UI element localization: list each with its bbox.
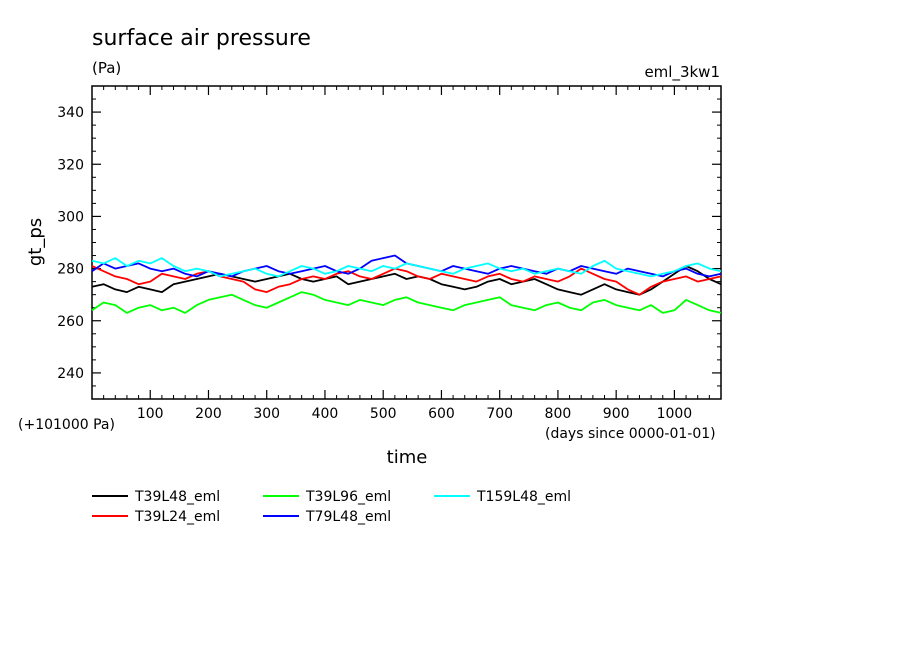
- y-tick-label: 240: [57, 366, 84, 382]
- legend-label: T79L48_eml: [305, 509, 391, 525]
- series-layer: [91, 254, 722, 314]
- chart-units: (Pa): [92, 59, 121, 77]
- y-tick-label: 260: [57, 314, 84, 330]
- x-tick-label: 900: [603, 406, 630, 422]
- legend-label: T39L48_eml: [134, 489, 220, 505]
- y-tick-label: 320: [57, 157, 84, 173]
- y-tick-label: 280: [57, 262, 84, 278]
- experiment-label: eml_3kw1: [644, 63, 720, 82]
- x-tick-label: 500: [370, 406, 397, 422]
- legend: T39L48_eml T39L24_eml T39L96_eml T79L48_eml…: [92, 489, 571, 525]
- series-line-t39l96_eml: [91, 291, 722, 314]
- x-axis-label: time: [387, 447, 428, 468]
- y-offset-label: (+101000 Pa): [18, 417, 115, 433]
- series-line-t159l48_eml: [91, 257, 722, 278]
- x-tick-label: 600: [428, 406, 455, 422]
- x-tick-label: 1000: [657, 406, 693, 422]
- x-tick-label: 100: [137, 406, 164, 422]
- axis-ticks: 100 200 300 400 500 600 700 800 900 1000 240 260 280…: [57, 86, 721, 422]
- series-line-t39l48_eml: [91, 265, 722, 296]
- series-line-t79l48_eml: [91, 254, 722, 278]
- x-tick-label: 800: [545, 406, 572, 422]
- legend-label: T39L96_eml: [305, 489, 391, 505]
- y-axis-label: gt_ps: [25, 218, 46, 266]
- x-tick-label: 300: [253, 406, 280, 422]
- legend-label: T39L24_eml: [134, 509, 220, 525]
- x-axis-units: (days since 0000-01-01): [545, 426, 716, 442]
- y-tick-label: 300: [57, 209, 84, 225]
- legend-label: T159L48_eml: [476, 489, 571, 505]
- y-tick-label: 340: [57, 105, 84, 121]
- x-tick-label: 200: [195, 406, 222, 422]
- x-tick-label: 700: [486, 406, 513, 422]
- series-line-t39l24_eml: [91, 265, 722, 296]
- x-tick-label: 400: [312, 406, 339, 422]
- chart-title: surface air pressure: [92, 26, 311, 51]
- plot-frame: [91, 85, 722, 400]
